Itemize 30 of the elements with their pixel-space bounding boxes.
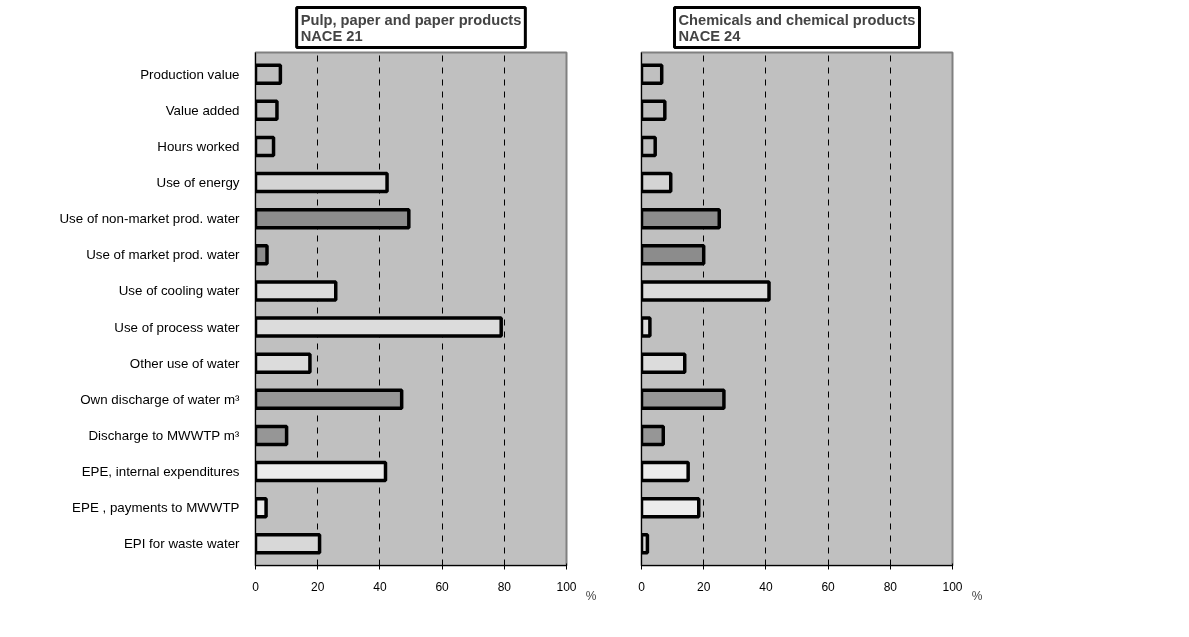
y-tick-label: Hours worked <box>157 138 240 154</box>
y-tick-label: EPI for waste water <box>123 536 241 552</box>
y-tick-label: EPE , payments to MWWTP <box>72 500 240 516</box>
y-tick-label: Production value <box>140 66 240 82</box>
y-tick-label: Value added <box>165 102 240 118</box>
x-tick-label: 60 <box>435 579 450 594</box>
x-tick-label: 80 <box>883 579 898 594</box>
x-tick-label: 40 <box>759 579 773 594</box>
x-axis-title: % <box>971 588 983 603</box>
y-tick-label: Discharge to MWWTP m³ <box>88 427 240 443</box>
y-tick-label: Use of cooling water <box>118 283 241 299</box>
y-tick-label: Use of non-market prod. water <box>59 211 241 227</box>
x-tick-label: 0 <box>252 579 260 594</box>
x-tick-label: 60 <box>821 579 836 594</box>
y-tick-label: Use of process water <box>114 319 241 335</box>
chart-title: Chemicals and chemical products NACE 24 <box>678 11 916 44</box>
x-tick-label: 20 <box>311 579 325 594</box>
y-tick-label: Use of market prod. water <box>86 247 241 263</box>
y-tick-label: Use of energy <box>156 175 240 191</box>
x-tick-label: 80 <box>497 579 512 594</box>
x-tick-label: 100 <box>942 579 963 594</box>
x-tick-label: 0 <box>638 579 646 594</box>
x-tick-label: 40 <box>373 579 387 594</box>
x-tick-label: 20 <box>697 579 711 594</box>
y-tick-label: Own discharge of water m³ <box>80 391 241 407</box>
chart-title: Pulp, paper and paper products NACE 21 <box>300 11 522 44</box>
y-tick-label: Other use of water <box>129 355 241 371</box>
y-tick-label: EPE, internal expenditures <box>81 464 240 480</box>
x-tick-label: 100 <box>556 579 577 594</box>
x-axis-title: % <box>585 588 597 603</box>
